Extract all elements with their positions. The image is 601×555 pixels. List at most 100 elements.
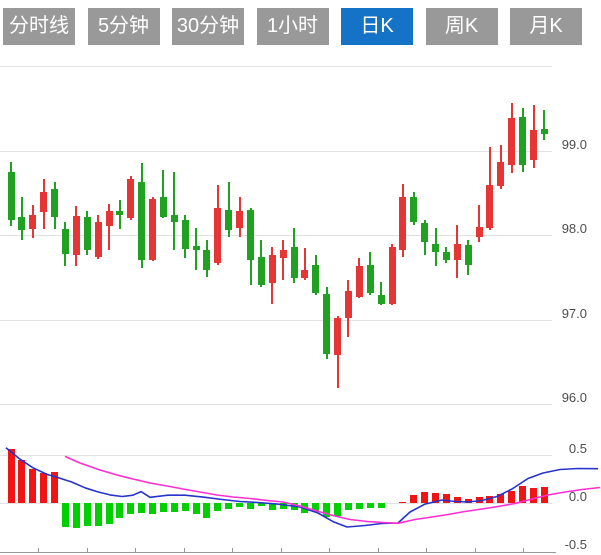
candle-body [279, 250, 287, 258]
tab-timeline-label: 分时线 [9, 15, 69, 37]
macd-gridline [0, 455, 552, 457]
candle-wick [108, 203, 110, 251]
macd-bar [214, 503, 222, 512]
price-gridline [0, 404, 552, 406]
candle-body [138, 181, 146, 260]
candle-wick [478, 204, 481, 242]
time-axis-tick [329, 547, 330, 552]
macd-bar [519, 486, 527, 503]
time-axis-tick [232, 547, 233, 552]
candle-body [410, 197, 418, 222]
macd-bar [247, 503, 254, 509]
time-axis-tick [184, 547, 185, 552]
candle-body [159, 197, 167, 217]
candle-body [366, 264, 374, 294]
candle-body [61, 229, 69, 254]
candle-body [442, 252, 450, 260]
period-tabbar: 分时线 5分钟 30分钟 1小时 日K 周K 月K [0, 0, 601, 48]
candle-body [344, 290, 352, 318]
macd-lines [5, 447, 601, 528]
candle-body [257, 257, 265, 285]
macd-bar [40, 473, 48, 503]
candle-body [453, 243, 461, 260]
tab-30min-label: 30分钟 [176, 15, 240, 37]
dea-line [64, 455, 601, 525]
price-gridline [0, 319, 552, 321]
candle-body [170, 214, 178, 222]
candle-body [432, 243, 439, 253]
macd-bar [540, 486, 548, 503]
macd-bar [410, 495, 418, 503]
candle-body [530, 130, 537, 160]
tab-weekly-k-label: 周K [444, 15, 479, 37]
tab-monthly-k[interactable]: 月K [510, 8, 582, 45]
candle-body [72, 215, 80, 256]
candle-body [388, 246, 396, 304]
candle-body [18, 217, 26, 230]
candle-body [247, 209, 254, 260]
candle-body [181, 219, 189, 249]
macd-bar [18, 459, 26, 503]
candle-body [214, 208, 222, 263]
macd-bar [530, 487, 537, 503]
macd-bar [170, 503, 178, 512]
price-gridline [0, 150, 552, 152]
macd-bar [497, 493, 505, 503]
candle-body [7, 171, 15, 220]
macd-bar [399, 502, 407, 503]
tab-1hour[interactable]: 1小时 [256, 8, 329, 45]
candle-body [323, 293, 331, 354]
time-axis-tick [38, 547, 39, 552]
macd-bar [236, 503, 244, 507]
candle-body [225, 209, 233, 230]
price-axis-label: 98.0 [561, 221, 587, 237]
candle-body [203, 250, 211, 270]
candle-body [399, 197, 407, 251]
tab-weekly-k[interactable]: 周K [425, 8, 498, 45]
macd-bar [268, 503, 276, 510]
macd-bar [61, 503, 69, 527]
price-axis-label: 99.0 [561, 136, 587, 152]
candle-body [301, 269, 309, 279]
macd-bar [257, 503, 265, 507]
macd-bar [508, 490, 516, 503]
candle-body [127, 179, 135, 219]
macd-bar [149, 503, 156, 515]
macd-bar [486, 496, 494, 503]
tab-daily-k[interactable]: 日K [341, 8, 413, 45]
tab-5min-label: 5分钟 [97, 15, 150, 37]
macd-bar [192, 503, 200, 514]
candle-wick [543, 109, 546, 141]
candle-body [29, 214, 37, 230]
tab-30min[interactable]: 30分钟 [172, 8, 244, 45]
macd-bar [453, 497, 461, 503]
tab-timeline[interactable]: 分时线 [3, 8, 75, 45]
candle-body [51, 189, 58, 218]
macd-bar [51, 472, 58, 503]
time-axis-tick [475, 547, 476, 552]
candle-body [40, 192, 48, 213]
macd-bar [432, 493, 439, 503]
candle-wick [173, 171, 176, 251]
macd-bar [7, 448, 15, 503]
time-axis-tick [87, 547, 88, 552]
macd-bar [72, 503, 80, 528]
kline-chart[interactable]: 99.0 98.0 97.0 96.0 0.5 0.0 -0.5 [0, 48, 601, 555]
macd-bar [355, 503, 363, 509]
macd-bar [127, 503, 135, 515]
candle-body [83, 217, 91, 251]
macd-axis-label: 0.0 [568, 489, 587, 504]
tab-5min[interactable]: 5分钟 [87, 8, 160, 45]
candle-body [268, 255, 276, 284]
dif-line [5, 447, 599, 528]
price-gridline [0, 235, 552, 237]
macd-bar [225, 503, 233, 510]
candle-body [334, 318, 342, 356]
tab-monthly-k-label: 月K [529, 15, 563, 37]
time-axis-tick [378, 547, 379, 552]
macd-bar [334, 503, 342, 517]
candle-wick [380, 281, 383, 306]
candle-wick [282, 240, 285, 280]
candle-wick [227, 181, 230, 237]
